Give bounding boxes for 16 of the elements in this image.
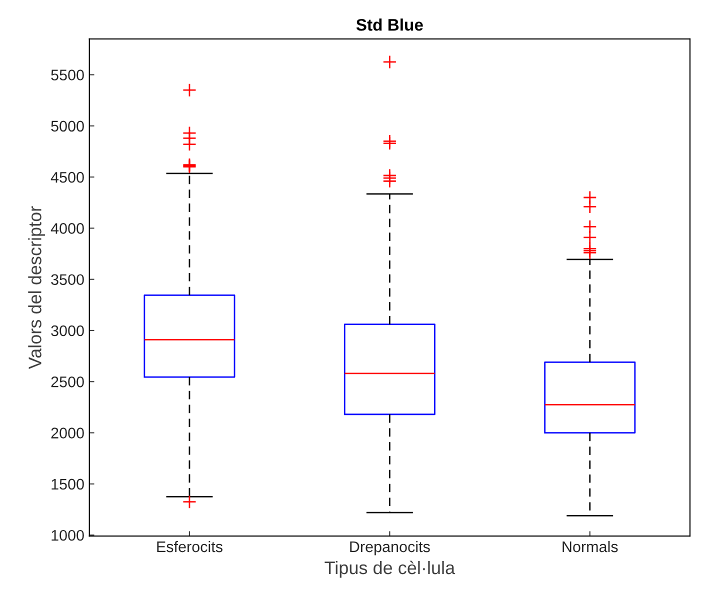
chart-title: Std Blue [356,18,423,31]
x-axis-title: Tipus de cèl·lula [324,560,456,578]
x-tick-label: Drepanocits [350,540,430,556]
x-tick-label: Normals [562,540,618,552]
y-tick-label: 2500 [51,376,84,388]
y-tick-label: 3500 [51,274,84,286]
y-tick-label: 1500 [52,478,84,490]
y-tick-label: 5000 [51,120,84,132]
y-tick-label: 1000 [52,530,84,541]
y-tick-label: 3000 [51,325,84,336]
y-axis-title: Valors del descriptor [28,206,45,370]
y-tick-label: 4000 [50,223,84,234]
x-tick-label: Esferocits [157,540,222,552]
y-tick-label: 5500 [51,70,84,80]
y-tick-label: 2000 [51,428,84,438]
y-tick-label: 4500 [50,172,84,183]
